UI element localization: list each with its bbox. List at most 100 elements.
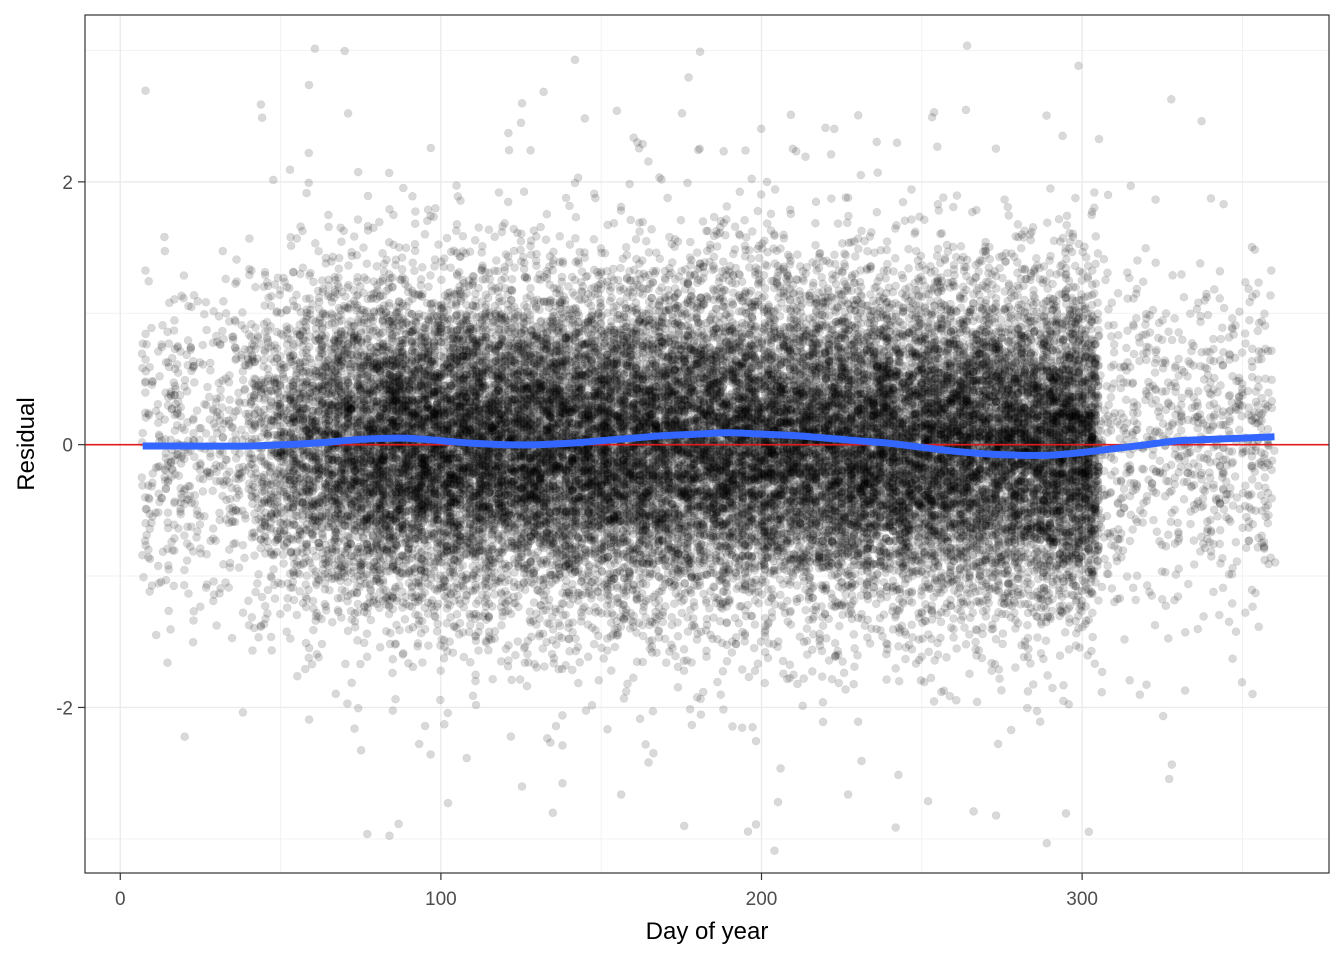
scatter-point xyxy=(760,260,770,269)
scatter-point xyxy=(655,611,664,621)
scatter-point xyxy=(529,481,539,491)
scatter-point xyxy=(1151,195,1160,204)
scatter-point xyxy=(882,237,892,246)
scatter-point xyxy=(549,405,559,415)
scatter-point xyxy=(884,513,894,523)
scatter-point xyxy=(1061,400,1071,409)
scatter-point xyxy=(375,642,385,652)
scatter-point xyxy=(429,487,439,497)
scatter-point xyxy=(232,255,241,264)
scatter-point xyxy=(857,756,866,766)
scatter-point xyxy=(875,446,885,456)
scatter-point xyxy=(748,722,757,732)
scatter-point xyxy=(1160,356,1170,365)
scatter-point xyxy=(410,413,420,423)
scatter-point xyxy=(516,118,526,128)
scatter-point xyxy=(817,602,826,611)
scatter-point xyxy=(754,253,764,263)
scatter-point xyxy=(809,612,819,622)
scatter-point xyxy=(1035,717,1045,727)
scatter-point xyxy=(740,517,750,527)
scatter-point xyxy=(622,539,631,549)
scatter-point xyxy=(189,616,198,625)
scatter-point xyxy=(593,423,603,433)
scatter-point xyxy=(275,399,285,409)
scatter-point xyxy=(849,679,859,689)
scatter-point xyxy=(1107,584,1117,593)
scatter-point xyxy=(1218,323,1227,333)
scatter-point xyxy=(436,666,446,676)
scatter-point xyxy=(1114,330,1123,340)
scatter-point xyxy=(943,518,953,528)
scatter-point xyxy=(936,283,946,293)
scatter-point xyxy=(1059,680,1068,690)
scatter-point xyxy=(993,527,1003,537)
scatter-point xyxy=(894,557,904,567)
scatter-point xyxy=(625,179,634,189)
scatter-point xyxy=(1150,368,1160,377)
scatter-point xyxy=(545,489,554,499)
scatter-point xyxy=(166,625,175,634)
scatter-point xyxy=(282,603,292,612)
scatter-point xyxy=(655,493,664,503)
scatter-point xyxy=(141,540,150,550)
scatter-point xyxy=(1052,486,1062,495)
scatter-point xyxy=(238,308,247,317)
scatter-point xyxy=(773,797,783,807)
scatter-point xyxy=(147,323,156,333)
scatter-point xyxy=(359,539,369,549)
scatter-point xyxy=(714,493,724,503)
scatter-point xyxy=(727,360,737,370)
scatter-point xyxy=(268,175,278,185)
scatter-point xyxy=(760,678,770,688)
scatter-point xyxy=(1013,220,1023,229)
scatter-point xyxy=(1171,570,1181,579)
scatter-point xyxy=(1215,525,1225,535)
scatter-point xyxy=(743,449,753,459)
scatter-point xyxy=(789,467,798,477)
scatter-point xyxy=(680,407,690,417)
scatter-point xyxy=(712,368,721,377)
scatter-point xyxy=(923,796,933,806)
scatter-point xyxy=(1179,292,1189,302)
scatter-point xyxy=(712,379,722,389)
scatter-point xyxy=(853,407,862,417)
scatter-point xyxy=(398,183,408,193)
scatter-point xyxy=(555,486,565,495)
scatter-point xyxy=(515,675,525,684)
scatter-point xyxy=(767,537,777,547)
scatter-point xyxy=(846,448,856,458)
scatter-point xyxy=(373,420,382,430)
scatter-point xyxy=(1121,395,1131,405)
scatter-point xyxy=(701,386,711,395)
scatter-point xyxy=(526,241,535,251)
scatter-point xyxy=(285,165,295,174)
scatter-point xyxy=(1224,617,1234,627)
scatter-point xyxy=(468,691,478,701)
scatter-point xyxy=(557,550,567,560)
scatter-point xyxy=(1041,636,1051,646)
scatter-point xyxy=(341,292,350,301)
scatter-point xyxy=(374,497,384,507)
scatter-point xyxy=(772,396,782,405)
scatter-point xyxy=(1259,537,1269,547)
scatter-point xyxy=(1122,343,1131,353)
scatter-point xyxy=(817,672,827,681)
scatter-point xyxy=(610,642,620,652)
scatter-point xyxy=(527,327,536,336)
scatter-point xyxy=(704,417,714,426)
scatter-point xyxy=(587,464,596,473)
scatter-point xyxy=(406,371,416,380)
scatter-point xyxy=(808,521,817,531)
scatter-point xyxy=(634,349,644,358)
scatter-point xyxy=(728,722,737,731)
scatter-point xyxy=(609,472,618,482)
scatter-point xyxy=(343,699,352,708)
scatter-point xyxy=(673,631,683,641)
scatter-point xyxy=(439,475,448,485)
scatter-point xyxy=(718,666,728,676)
scatter-point xyxy=(1023,703,1032,713)
scatter-point xyxy=(632,446,641,456)
